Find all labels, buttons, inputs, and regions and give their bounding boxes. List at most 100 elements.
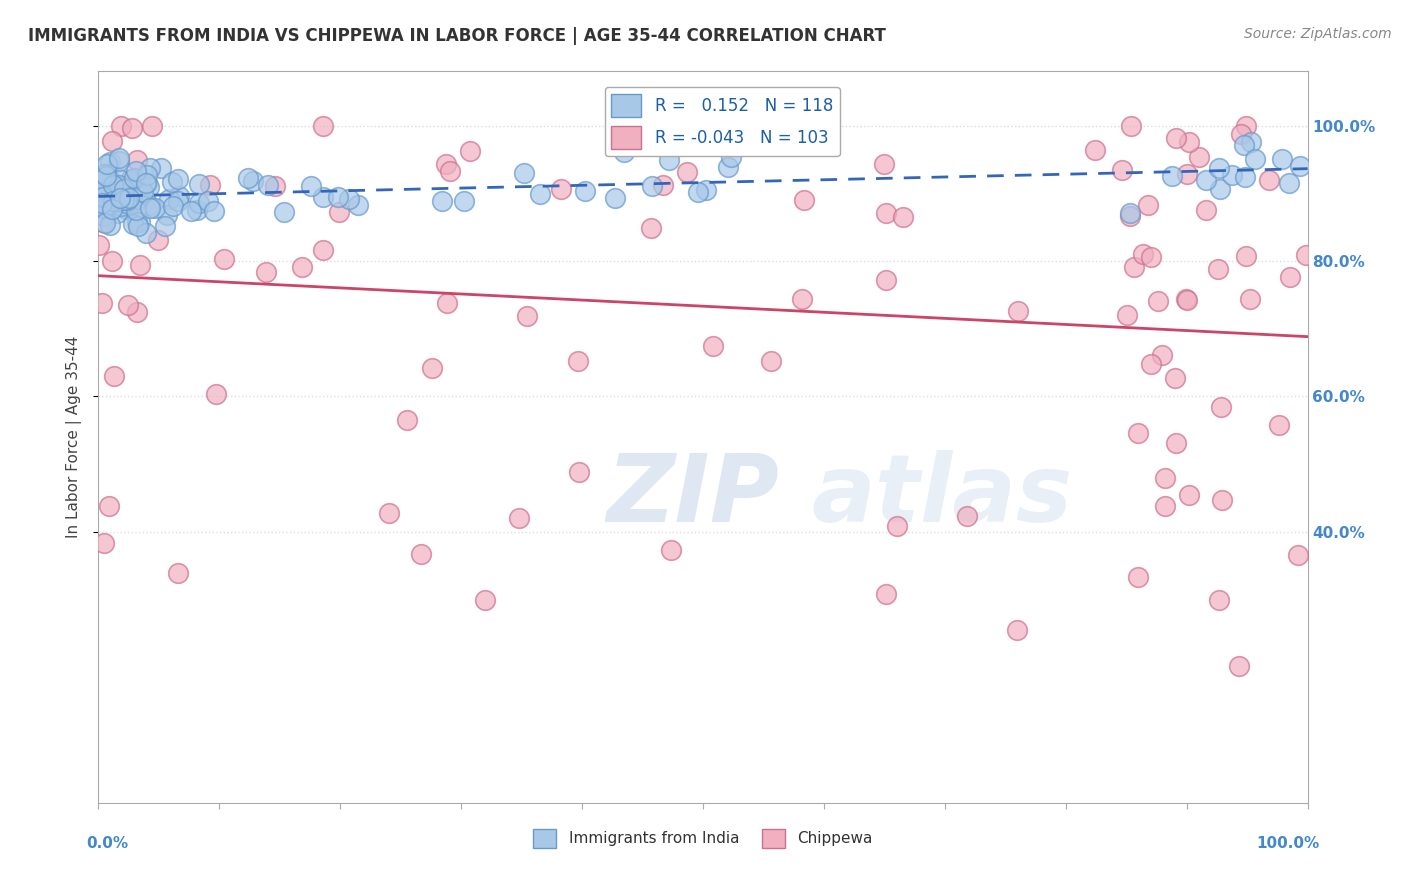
- Point: [89, 192, 111, 206]
- Point: [299, 179, 322, 194]
- Point: [875, 587, 897, 601]
- Point: [1154, 500, 1177, 514]
- Point: [87, 198, 110, 212]
- Point: [1140, 251, 1163, 265]
- Point: [122, 187, 145, 202]
- Point: [395, 413, 418, 427]
- Point: [759, 354, 782, 368]
- Point: [779, 123, 801, 137]
- Text: Source: ZipAtlas.com: Source: ZipAtlas.com: [1244, 27, 1392, 41]
- Point: [180, 203, 202, 218]
- Point: [1279, 269, 1302, 284]
- Point: [1139, 357, 1161, 371]
- Point: [1220, 168, 1243, 182]
- Point: [91, 195, 114, 210]
- Point: [98, 196, 121, 211]
- Point: [138, 198, 160, 212]
- Point: [567, 354, 589, 368]
- Point: [94, 169, 117, 183]
- Text: 0.0%: 0.0%: [86, 836, 128, 851]
- Point: [717, 160, 740, 174]
- Point: [312, 243, 335, 257]
- Point: [139, 201, 162, 215]
- Point: [110, 119, 132, 133]
- Point: [409, 547, 432, 561]
- Point: [956, 508, 979, 523]
- Point: [139, 161, 162, 175]
- Point: [112, 182, 135, 196]
- Point: [94, 176, 117, 190]
- Point: [153, 219, 176, 233]
- Point: [659, 543, 682, 558]
- Point: [162, 199, 184, 213]
- Point: [337, 192, 360, 206]
- Point: [1188, 150, 1211, 164]
- Point: [157, 192, 180, 206]
- Point: [112, 186, 135, 201]
- Point: [1161, 169, 1184, 184]
- Point: [122, 171, 145, 186]
- Point: [1295, 248, 1317, 262]
- Point: [720, 150, 742, 164]
- Point: [875, 206, 897, 220]
- Point: [100, 134, 122, 148]
- Point: [98, 170, 121, 185]
- Point: [118, 191, 141, 205]
- Point: [695, 183, 717, 197]
- Point: [186, 202, 208, 217]
- Point: [1136, 198, 1159, 212]
- Point: [141, 119, 163, 133]
- Point: [115, 194, 138, 208]
- Point: [167, 194, 190, 208]
- Point: [1195, 172, 1218, 186]
- Point: [1084, 143, 1107, 157]
- Point: [1286, 548, 1309, 562]
- Point: [886, 519, 908, 533]
- Point: [1166, 131, 1188, 145]
- Point: [127, 219, 149, 233]
- Point: [93, 189, 115, 203]
- Point: [875, 273, 897, 287]
- Point: [146, 233, 169, 247]
- Point: [1233, 170, 1256, 185]
- Point: [125, 153, 148, 167]
- Point: [115, 196, 138, 211]
- Point: [1128, 570, 1150, 584]
- Point: [149, 161, 172, 175]
- Point: [98, 155, 121, 169]
- Point: [155, 209, 177, 223]
- Point: [430, 194, 453, 209]
- Point: [1258, 173, 1281, 187]
- Point: [1236, 119, 1258, 133]
- Point: [90, 180, 112, 194]
- Point: [96, 157, 118, 171]
- Point: [108, 172, 131, 186]
- Point: [108, 152, 131, 166]
- Point: [90, 296, 112, 310]
- Point: [121, 217, 143, 231]
- Point: [1230, 127, 1253, 141]
- Point: [108, 187, 131, 202]
- Point: [453, 194, 475, 208]
- Point: [641, 179, 664, 194]
- Point: [1175, 292, 1198, 306]
- Point: [1208, 593, 1230, 607]
- Point: [550, 182, 572, 196]
- Point: [129, 189, 152, 203]
- Point: [1007, 303, 1029, 318]
- Point: [167, 172, 190, 186]
- Point: [114, 202, 136, 216]
- Point: [640, 221, 662, 235]
- Point: [94, 167, 117, 181]
- Point: [1115, 309, 1137, 323]
- Point: [434, 157, 457, 171]
- Point: [1278, 176, 1301, 190]
- Point: [1211, 493, 1233, 508]
- Point: [1146, 294, 1168, 309]
- Point: [312, 119, 335, 133]
- Point: [613, 145, 636, 160]
- Point: [87, 237, 110, 252]
- Point: [101, 254, 124, 268]
- Point: [202, 203, 225, 218]
- Point: [118, 173, 141, 187]
